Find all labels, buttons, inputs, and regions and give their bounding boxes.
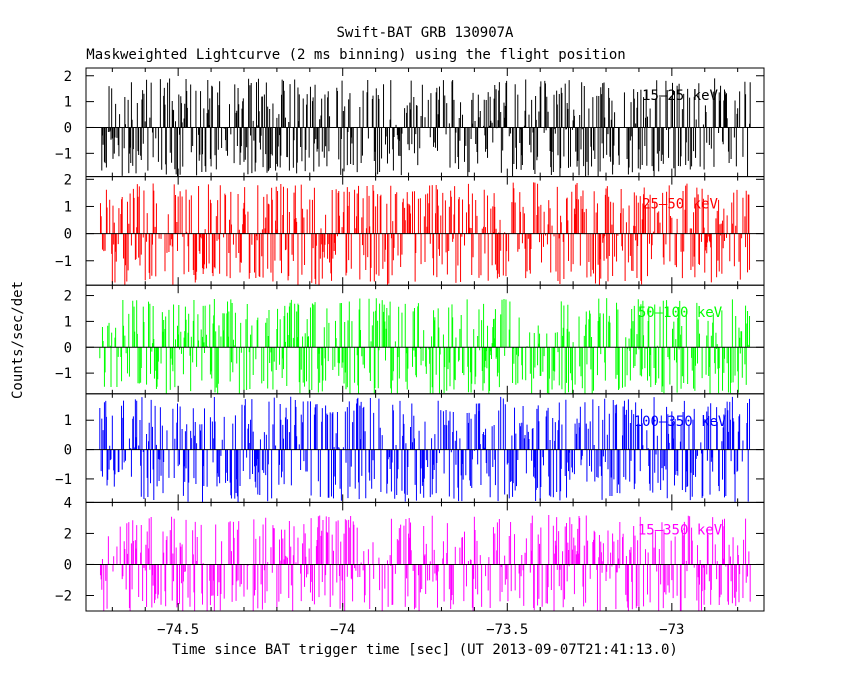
chart-title: Swift-BAT GRB 130907A (336, 25, 514, 41)
y-tick-label-1-0: −1 (55, 146, 72, 162)
x-axis-label: Time since BAT trigger time [sec] (UT 20… (172, 642, 678, 658)
y-tick-label-5-0: −2 (55, 588, 72, 604)
y-tick-label-3-3: 2 (64, 289, 72, 305)
y-tick-label-2-1: 0 (64, 227, 72, 243)
panels-group: −1 0 1 2 15–25 keV −1 0 1 2 25–50 keV −1 0 1 2 50–100 … (55, 67, 765, 638)
x-tick-label-2: −73.5 (486, 622, 528, 638)
y-tick-label-5-1: 0 (64, 557, 72, 573)
y-tick-label-1-3: 2 (64, 69, 72, 85)
x-tick-label-1: −74 (330, 622, 355, 638)
x-tick-label-3: −73 (659, 622, 684, 638)
panel-3: −1 0 1 2 50–100 keV (55, 284, 765, 395)
y-tick-label-1-2: 1 (64, 95, 72, 111)
y-tick-label-5-3: 4 (64, 495, 72, 511)
y-tick-label-5-2: 2 (64, 526, 72, 542)
band-label-1: 15–25 keV (642, 88, 718, 104)
y-tick-label-4-1: 0 (64, 443, 72, 459)
x-tick-label-0: −74.5 (157, 622, 199, 638)
y-tick-label-4-2: 1 (64, 413, 72, 429)
y-tick-label-2-3: 2 (64, 172, 72, 188)
y-tick-label-3-1: 0 (64, 340, 72, 356)
y-tick-label-2-2: 1 (64, 199, 72, 215)
y-tick-label-3-2: 1 (64, 314, 72, 330)
band-label-4: 100–350 keV (634, 414, 727, 430)
panel-4: −1 0 1 100–350 keV (55, 393, 765, 503)
panel-frame-5 (85, 501, 765, 612)
band-label-3: 50–100 keV (638, 305, 723, 321)
y-tick-label-1-1: 0 (64, 120, 72, 136)
y-axis-label: Counts/sec/det (10, 281, 26, 399)
y-tick-label-3-0: −1 (55, 366, 72, 382)
y-tick-label-2-0: −1 (55, 254, 72, 270)
chart-subtitle: Maskweighted Lightcurve (2 ms binning) u… (86, 47, 625, 63)
band-label-5: 15–350 keV (638, 522, 723, 538)
panel-1: −1 0 1 2 15–25 keV (55, 67, 765, 178)
band-label-2: 25–50 keV (642, 197, 718, 213)
panel-2: −1 0 1 2 25–50 keV (55, 172, 765, 286)
y-tick-label-4-0: −1 (55, 472, 72, 488)
panel-5: −2 0 2 4 15–350 keV (55, 495, 765, 612)
